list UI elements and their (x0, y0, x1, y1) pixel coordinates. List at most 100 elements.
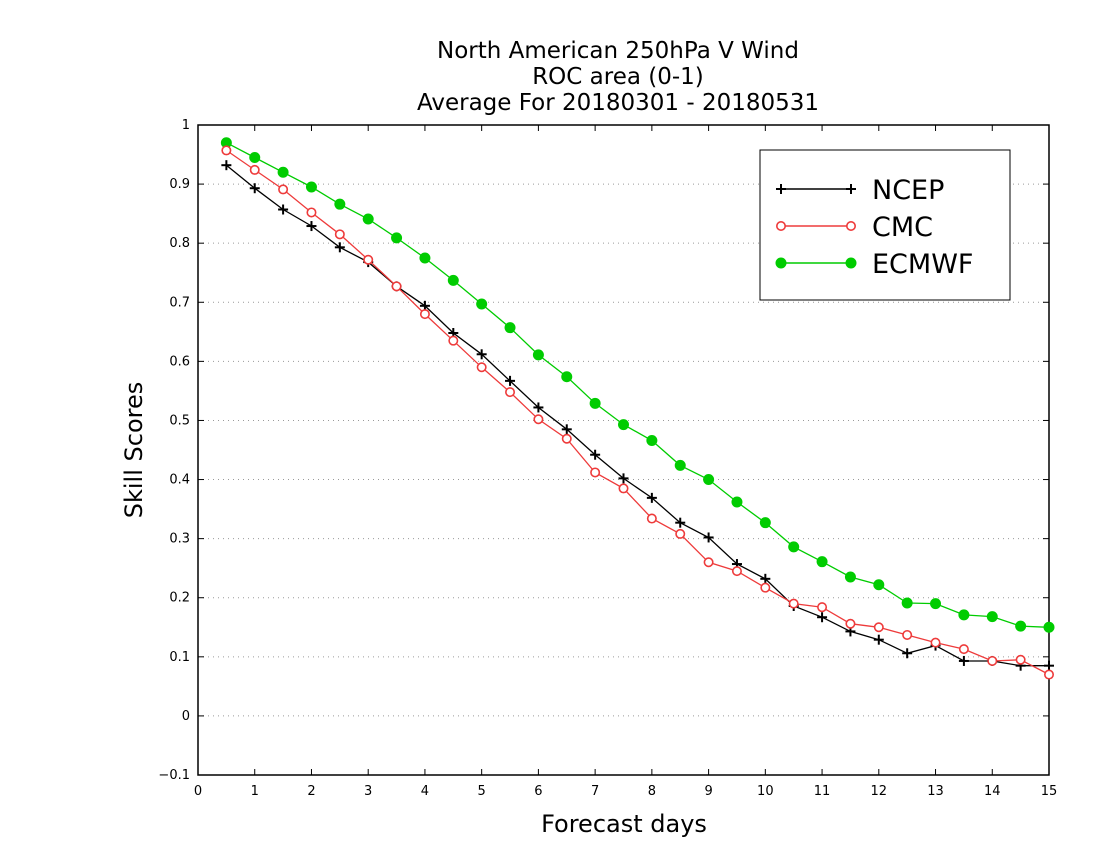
data-point-cmc (731, 566, 742, 577)
data-point-ecmwf (618, 419, 629, 431)
data-point-ecmwf (646, 435, 658, 447)
legend-marker-ecmwf (775, 257, 787, 269)
data-point-ecmwf (844, 571, 856, 583)
axis-ticks: −0.100.10.20.30.40.50.60.70.80.910 1 2 3 4 5 6… (158, 118, 1057, 799)
legend: NCEP CMC ECMWF (759, 149, 1011, 301)
legend-box (759, 149, 1011, 301)
data-point-cmc (1044, 669, 1055, 680)
x-tick-label: 8 (648, 784, 656, 799)
data-point-cmc (590, 467, 601, 478)
data-point-ecmwf (816, 556, 828, 568)
data-point-cmc (760, 582, 771, 593)
x-tick-label: 12 (871, 784, 888, 799)
data-point-cmc (334, 229, 345, 240)
data-point-ncep (646, 492, 657, 503)
data-point-cmc (788, 598, 799, 609)
x-tick-label: 14 (984, 784, 1001, 799)
series-layer (220, 137, 1055, 680)
title-line-1: North American 250hPa V Wind (437, 38, 799, 64)
data-point-ecmwf (930, 598, 942, 610)
data-point-ncep (334, 242, 345, 253)
data-point-ecmwf (249, 152, 261, 163)
data-point-ncep (590, 449, 601, 460)
y-tick-label: 0.2 (169, 591, 190, 606)
data-point-cmc (873, 622, 884, 633)
data-point-cmc (249, 164, 260, 175)
data-point-ecmwf (901, 597, 913, 609)
data-point-cmc (675, 528, 686, 539)
legend-label-cmc: CMC (872, 212, 933, 243)
y-tick-label: 0.3 (169, 532, 190, 547)
data-point-ncep (675, 517, 686, 528)
data-point-cmc (419, 309, 430, 320)
data-point-ncep (221, 160, 232, 171)
data-point-ecmwf (589, 397, 601, 409)
data-point-ncep (902, 648, 913, 659)
y-tick-label: −0.1 (158, 768, 190, 783)
y-tick-label: 0.4 (169, 473, 190, 488)
data-point-cmc (817, 602, 828, 613)
data-point-cmc (1015, 654, 1026, 665)
data-point-ecmwf (362, 213, 374, 225)
data-point-cmc (448, 335, 459, 346)
data-point-cmc (533, 414, 544, 425)
data-point-ncep (958, 655, 969, 666)
data-point-ncep (817, 612, 828, 623)
title-line-3: Average For 20180301 - 20180531 (417, 90, 819, 116)
data-point-ecmwf (788, 541, 800, 553)
data-point-ncep (1044, 660, 1054, 671)
x-tick-label: 15 (1041, 784, 1058, 799)
data-point-cmc (930, 637, 941, 648)
data-point-ecmwf (958, 609, 970, 621)
y-tick-label: 0.8 (169, 236, 190, 251)
data-point-ecmwf (561, 371, 573, 383)
data-point-ecmwf (447, 274, 459, 286)
data-point-cmc (561, 433, 572, 444)
data-point-ncep (306, 221, 317, 232)
data-point-ecmwf (1043, 621, 1055, 633)
data-point-ecmwf (759, 517, 771, 529)
data-point-cmc (391, 281, 402, 292)
data-point-cmc (987, 655, 998, 666)
data-point-ecmwf (334, 198, 346, 210)
x-tick-label: 5 (478, 784, 486, 799)
data-point-ncep (561, 424, 572, 435)
series-cmc (221, 145, 1055, 680)
data-point-ecmwf (731, 496, 743, 508)
data-point-ecmwf (419, 252, 431, 264)
plot-frame (197, 124, 1050, 776)
data-point-ncep (505, 375, 516, 386)
y-tick-label: 0.6 (169, 354, 190, 369)
title-line-2: ROC area (0-1) (532, 64, 704, 90)
data-point-ecmwf (674, 459, 686, 471)
data-point-ncep (476, 349, 487, 360)
y-tick-label: 0 (182, 709, 190, 724)
data-point-ncep (533, 402, 544, 413)
data-point-cmc (646, 513, 657, 524)
data-point-ecmwf (391, 232, 403, 244)
y-tick-label: 0.7 (169, 295, 190, 310)
data-point-ncep (873, 634, 884, 645)
data-point-cmc (363, 254, 374, 265)
x-axis-label: Forecast days (541, 810, 707, 838)
data-point-cmc (505, 387, 516, 398)
x-tick-label: 6 (534, 784, 542, 799)
data-point-cmc (476, 362, 487, 373)
legend-marker-ecmwf (845, 257, 857, 269)
data-point-ecmwf (873, 579, 885, 591)
y-tick-label: 0.5 (169, 413, 190, 428)
data-point-cmc (703, 557, 714, 568)
legend-marker-ncep (846, 184, 856, 194)
data-point-cmc (306, 207, 317, 218)
data-point-cmc (902, 629, 913, 640)
data-point-ecmwf (305, 181, 317, 193)
y-tick-label: 1 (182, 118, 190, 133)
x-tick-label: 11 (814, 784, 831, 799)
x-tick-label: 10 (757, 784, 774, 799)
data-point-ncep (760, 573, 771, 584)
x-tick-label: 0 (194, 784, 202, 799)
chart-title: North American 250hPa V Wind ROC area (0… (417, 38, 819, 116)
legend-item-cmc: CMC (775, 212, 933, 243)
x-tick-label: 9 (704, 784, 712, 799)
